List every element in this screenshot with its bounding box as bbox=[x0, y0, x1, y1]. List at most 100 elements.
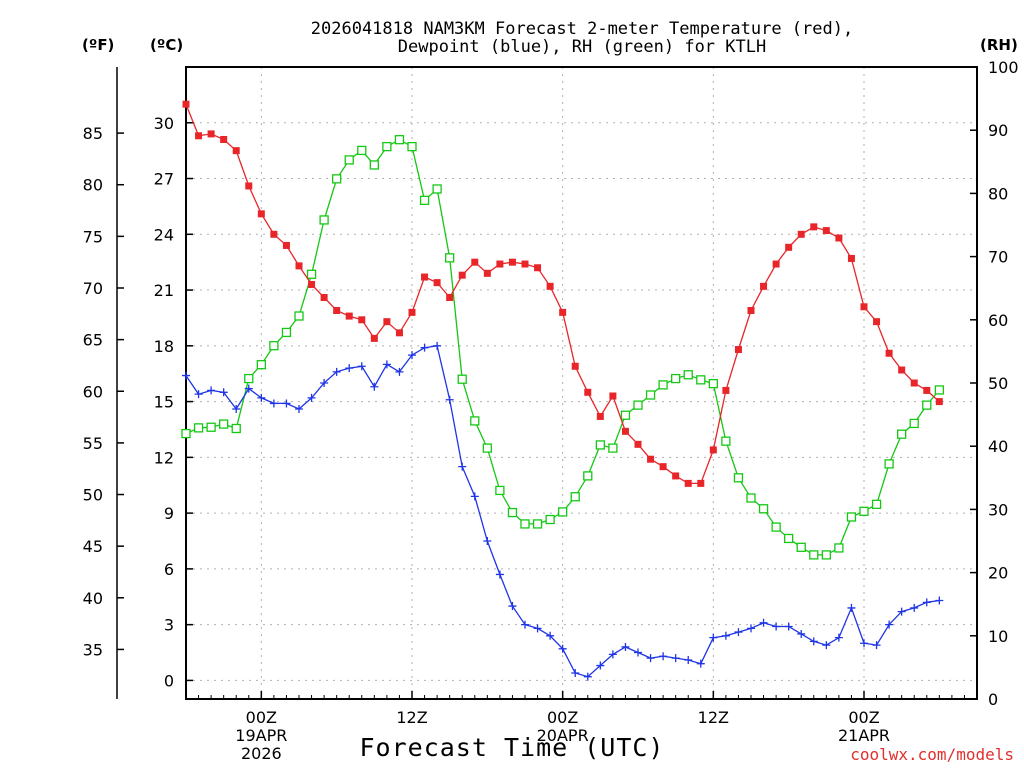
rh-point bbox=[658, 380, 668, 390]
temperature-point bbox=[785, 243, 793, 251]
dewpoint-point bbox=[257, 393, 266, 402]
fahrenheit-tick-label: 70 bbox=[83, 279, 103, 298]
rh-point bbox=[495, 485, 505, 496]
dewpoint-point bbox=[408, 351, 416, 360]
rh-point bbox=[306, 269, 317, 279]
temperature-point bbox=[182, 100, 190, 108]
dewpoint-point bbox=[382, 360, 391, 369]
temperature-point bbox=[220, 135, 228, 143]
temperature-point bbox=[446, 293, 454, 301]
rh-point bbox=[934, 385, 944, 395]
celsius-tick-label: 6 bbox=[164, 560, 174, 579]
celsius-tick-label: 12 bbox=[154, 448, 174, 467]
dewpoint-point bbox=[634, 648, 642, 657]
temperature-point bbox=[433, 279, 441, 287]
rh-point bbox=[708, 378, 718, 389]
dewpoint-point bbox=[784, 622, 793, 631]
dewpoint-point bbox=[709, 633, 718, 642]
dewpoint-point bbox=[445, 395, 454, 404]
grid-lines bbox=[186, 67, 977, 699]
rh-point bbox=[256, 360, 266, 370]
temperature-point bbox=[709, 446, 717, 454]
rh-point bbox=[558, 507, 568, 517]
temperature-point bbox=[295, 262, 303, 270]
rh-point bbox=[570, 492, 580, 502]
temperature-point bbox=[822, 227, 830, 235]
rh-point bbox=[357, 145, 367, 156]
dewpoint-point bbox=[721, 631, 730, 640]
rh-point bbox=[369, 160, 379, 170]
dewpoint-point bbox=[922, 598, 931, 607]
dewpoint-point bbox=[910, 603, 919, 612]
rh-point bbox=[319, 215, 329, 225]
dewpoint-point bbox=[370, 382, 379, 391]
temperature-point bbox=[345, 312, 353, 320]
temperature-point bbox=[596, 412, 604, 420]
rh-point bbox=[645, 390, 656, 400]
rh-tick-label: 0 bbox=[988, 690, 998, 709]
celsius-tick-label: 15 bbox=[154, 393, 174, 412]
dewpoint-point bbox=[822, 641, 831, 650]
temperature-point bbox=[923, 386, 931, 394]
temperature-point bbox=[421, 273, 429, 281]
dewpoint-point bbox=[671, 654, 680, 663]
temperature-point bbox=[383, 318, 391, 326]
temperature-point bbox=[282, 241, 290, 249]
rh-point bbox=[633, 400, 643, 410]
temperature-point bbox=[508, 258, 516, 266]
rh-tick-label: 20 bbox=[988, 564, 1008, 583]
rh-point bbox=[771, 522, 781, 532]
dewpoint-point bbox=[747, 624, 755, 633]
temperature-point bbox=[195, 132, 203, 140]
rh-point bbox=[846, 512, 857, 522]
rh-point bbox=[595, 440, 605, 450]
temperature-point bbox=[308, 280, 316, 288]
dewpoint-point bbox=[458, 462, 467, 471]
rh-point bbox=[520, 519, 530, 529]
celsius-tick-label: 24 bbox=[154, 225, 174, 244]
rh-tick-label: 30 bbox=[988, 500, 1008, 519]
rh-point bbox=[796, 542, 806, 552]
rh-point bbox=[922, 400, 932, 410]
temperature-point bbox=[847, 254, 855, 262]
dewpoint-point bbox=[834, 633, 843, 642]
temperature-point bbox=[634, 440, 642, 448]
rh-point bbox=[231, 423, 241, 434]
rh-point bbox=[294, 311, 304, 321]
rh-point bbox=[457, 374, 467, 384]
rh-point bbox=[432, 184, 442, 194]
temperature-point bbox=[647, 455, 655, 463]
dewpoint-point bbox=[809, 637, 818, 646]
temperature-point bbox=[722, 386, 730, 394]
temperature-point bbox=[797, 230, 805, 238]
x-axis-title: Forecast Time (UTC) bbox=[359, 733, 665, 762]
dewpoint-point bbox=[546, 631, 555, 640]
celsius-tick-label: 3 bbox=[164, 616, 174, 635]
rh-point bbox=[909, 418, 919, 429]
dewpoint-point bbox=[885, 620, 894, 629]
temperature-point bbox=[873, 318, 881, 326]
rh-point bbox=[683, 370, 693, 380]
dewpoint-point bbox=[483, 537, 492, 545]
dewpoint-point bbox=[282, 399, 291, 408]
dewpoint-point bbox=[345, 364, 354, 373]
dewpoint-point bbox=[608, 650, 617, 659]
dewpoint-point bbox=[897, 607, 906, 616]
fahrenheit-axis-label: (ºF) bbox=[82, 36, 115, 54]
dewpoint-point bbox=[320, 379, 329, 387]
rh-point bbox=[834, 543, 844, 553]
rh-point bbox=[269, 341, 279, 351]
dewpoint-point bbox=[734, 628, 743, 637]
celsius-tick-label: 18 bbox=[154, 337, 174, 356]
celsius-tick-label: 30 bbox=[154, 114, 174, 133]
temperature-point bbox=[395, 329, 403, 337]
chart-title-line-1: 2026041818 NAM3KM Forecast 2-meter Tempe… bbox=[310, 19, 854, 39]
plot-frame bbox=[185, 66, 978, 700]
site-credit: coolwx.com/models bbox=[850, 745, 1014, 764]
rh-point bbox=[871, 499, 882, 509]
x-tick-label: 00Z bbox=[246, 708, 277, 727]
rh-point bbox=[809, 550, 819, 560]
rh-point bbox=[332, 174, 342, 184]
